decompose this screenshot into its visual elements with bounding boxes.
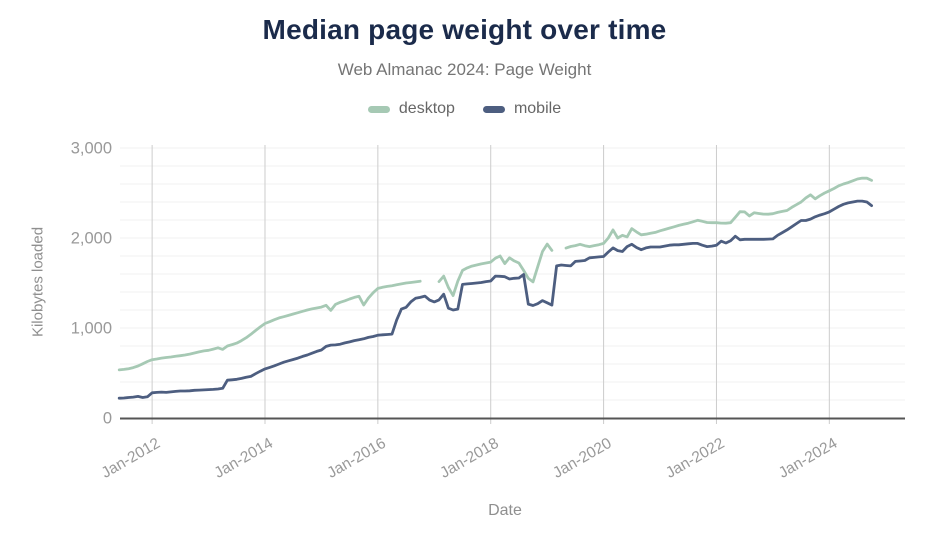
desktop-series-swatch [367,105,390,113]
legend-item-mobile[interactable]: mobile [482,100,562,118]
y-tick-label: 2,000 [71,230,112,248]
x-tick-label: Jan-2024 [776,435,841,482]
desktop-line [117,176,873,372]
x-axis-title: Date [488,502,522,519]
mobile-series-swatch [482,105,505,113]
x-tick-label: Jan-2022 [663,435,727,482]
y-tick-label: 1,000 [71,320,112,338]
y-tick-label: 3,000 [71,140,112,158]
legend-label-desktop: desktop [398,100,455,117]
mobile-line [117,199,873,400]
x-tick-label: Jan-2016 [324,435,388,482]
y-tick-label: 0 [103,410,112,428]
x-tick-label: Jan-2020 [550,435,615,482]
x-tick-label: Jan-2014 [212,435,277,482]
chart-title: Median page weight over time [262,14,667,45]
x-tick-label: Jan-2018 [437,435,501,482]
chart-legend: desktop mobile [0,100,929,118]
chart-subtitle: Web Almanac 2024: Page Weight [337,60,592,79]
x-tick-label: Jan-2012 [99,435,163,482]
legend-item-desktop[interactable]: desktop [367,100,455,118]
y-axis-title: Kilobytes loaded [29,226,47,338]
legend-label-mobile: mobile [513,100,562,117]
